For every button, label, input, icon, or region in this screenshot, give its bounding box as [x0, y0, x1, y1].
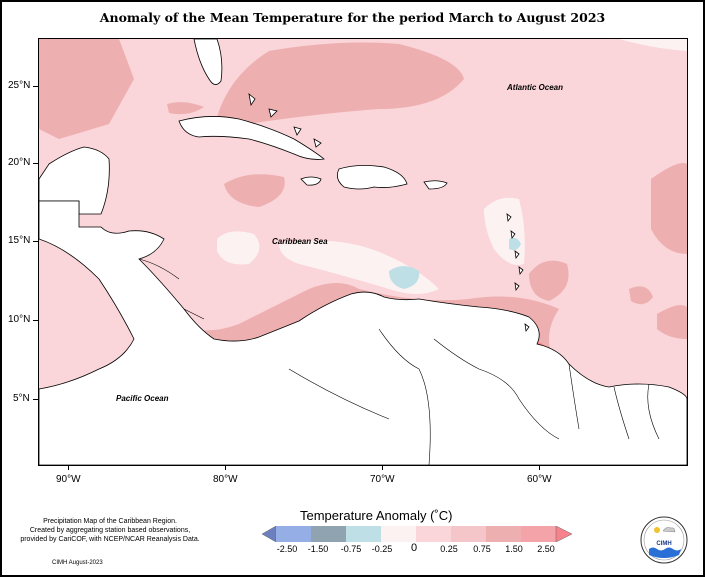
anomaly-map [39, 39, 687, 465]
legend-label: 1.50 [505, 544, 523, 554]
land-masses [39, 39, 687, 465]
lat-label: 5°N [13, 393, 30, 404]
bahamas-land [248, 92, 322, 148]
yucatan-land [39, 146, 110, 215]
legend-label: 0.75 [473, 544, 491, 554]
legend-label: 0.25 [440, 544, 458, 554]
lat-tick [33, 320, 38, 321]
lat-tick [33, 241, 38, 242]
florida-land [193, 39, 223, 85]
anomaly-zone-negative-antilles [509, 237, 521, 251]
legend-swatch-3 [346, 526, 381, 542]
lon-tick [68, 465, 69, 470]
legend-swatch-7 [486, 526, 521, 542]
lat-label: 25°N [8, 80, 31, 91]
anomaly-zone-bahamas [214, 42, 464, 129]
lat-tick [33, 86, 38, 87]
legend-label: -1.50 [307, 544, 329, 554]
legend-swatch-8 [521, 526, 556, 542]
anomaly-zone-neutral-ne [619, 39, 687, 51]
lon-label: 90°W [56, 474, 81, 485]
logo-text: CIMH [656, 541, 671, 547]
jamaica-land [300, 176, 322, 186]
credit-line: Created by aggregating station based obs… [29, 527, 191, 534]
cimh-logo: CIMH [640, 516, 688, 564]
credit-text: Precipitation Map of the Caribbean Regio… [12, 517, 208, 544]
lat-label: 15°N [8, 235, 31, 246]
wave-icon [649, 547, 681, 558]
anomaly-zone-barbados [529, 260, 569, 301]
lat-tick [33, 163, 38, 164]
sun-icon [654, 527, 660, 533]
legend-label: 0 [410, 542, 418, 554]
caribbean-sea-label: Caribbean Sea [272, 237, 328, 246]
legend-swatch-1 [276, 526, 311, 542]
legend-swatch-4 [381, 526, 416, 542]
anomaly-zone-gulf [39, 39, 134, 139]
legend-swatch-5 [416, 526, 451, 542]
anomaly-zone-east-edge [657, 305, 687, 339]
lon-label: 70°W [370, 474, 395, 485]
lon-tick [382, 465, 383, 470]
map-title: Anomaly of the Mean Temperature for the … [99, 10, 606, 25]
legend-swatch-0 [262, 526, 277, 542]
legend-label: 2.50 [537, 544, 555, 554]
anomaly-zone-neutral-west [217, 231, 260, 265]
lon-tick [225, 465, 226, 470]
cloud-icon [662, 527, 676, 533]
cuba-land [178, 116, 325, 160]
anomaly-zone-small-east [629, 286, 653, 305]
legend-label: -0.25 [371, 544, 393, 554]
anomaly-zone-small [167, 102, 204, 115]
map-panel: Atlantic Ocean Caribbean Sea Pacific Oce… [38, 38, 688, 466]
mainland-land [39, 200, 687, 465]
hispaniola-land [336, 165, 408, 190]
lon-label: 60°W [527, 474, 552, 485]
pacific-ocean-label: Pacific Ocean [116, 394, 169, 403]
puerto-rico-land [423, 180, 448, 190]
anomaly-zone-east-atlantic [651, 163, 687, 254]
credit-line: Precipitation Map of the Caribbean Regio… [43, 518, 177, 525]
lat-label: 10°N [8, 314, 31, 325]
anomaly-zone-negative-central [389, 266, 420, 289]
lon-label: 80°W [213, 474, 238, 485]
country-borders [138, 258, 660, 465]
legend-colorbar [262, 526, 572, 542]
anomaly-zone-jamaica [224, 174, 285, 207]
legend-swatch-6 [451, 526, 486, 542]
lon-tick [539, 465, 540, 470]
lat-tick [33, 399, 38, 400]
atlantic-ocean-label: Atlantic Ocean [507, 83, 564, 92]
lat-label: 20°N [8, 157, 31, 168]
lesser-antilles-land [506, 213, 530, 333]
legend-label: -0.75 [340, 544, 362, 554]
legend-swatch-2 [311, 526, 346, 542]
credit-line: provided by CariCOF, with NCEP/NCAR Rean… [20, 536, 200, 543]
legend-title: Temperature Anomaly (˚C) [300, 508, 453, 523]
credit-date: CIMH August-2023 [52, 560, 103, 566]
legend-swatch-9 [555, 526, 572, 542]
legend-label: -2.50 [276, 544, 298, 554]
